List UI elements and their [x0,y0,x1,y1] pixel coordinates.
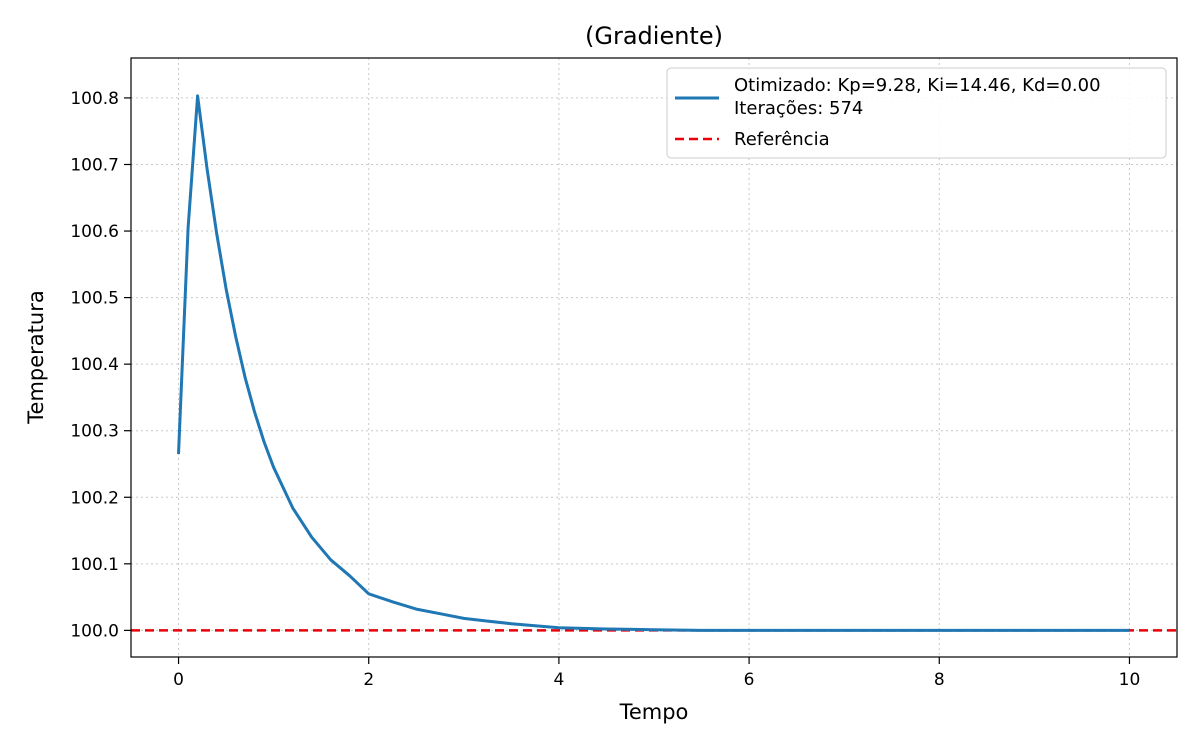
x-tick-label: 0 [173,670,184,690]
y-tick-label: 100.1 [70,555,119,575]
x-tick-label: 6 [744,670,755,690]
y-tick-label: 100.3 [70,422,119,442]
chart-title: (Gradiente) [585,22,723,50]
x-tick-label: 2 [363,670,374,690]
x-tick-label: 8 [934,670,945,690]
y-tick-label: 100.8 [70,89,119,109]
y-tick-label: 100.6 [70,222,119,242]
y-axis-label: Temperatura [24,290,48,424]
series-layer [131,94,1177,632]
legend: Otimizado: Kp=9.28, Ki=14.46, Kd=0.00 It… [666,67,1167,159]
optimized-response-line [177,94,1130,632]
x-axis-label: Tempo [619,700,689,724]
legend-label-iterations: Iterações: 574 [734,98,863,119]
legend-label-optimized: Otimizado: Kp=9.28, Ki=14.46, Kd=0.00 [734,75,1101,96]
x-tick-label: 4 [553,670,564,690]
y-tick-label: 100.5 [70,289,119,309]
legend-label-reference: Referência [734,129,830,150]
ticks: 0 2 4 6 8 10 100.0 100.1 100.2 100.3 100.4 100.5 100… [70,89,1140,690]
x-tick-label: 10 [1119,670,1141,690]
legend-box [666,67,1167,159]
y-tick-label: 100.2 [70,488,119,508]
y-tick-label: 100.4 [70,355,119,375]
y-tick-label: 100.0 [70,621,119,641]
y-tick-label: 100.7 [70,155,119,175]
plot-frame [130,57,1178,658]
